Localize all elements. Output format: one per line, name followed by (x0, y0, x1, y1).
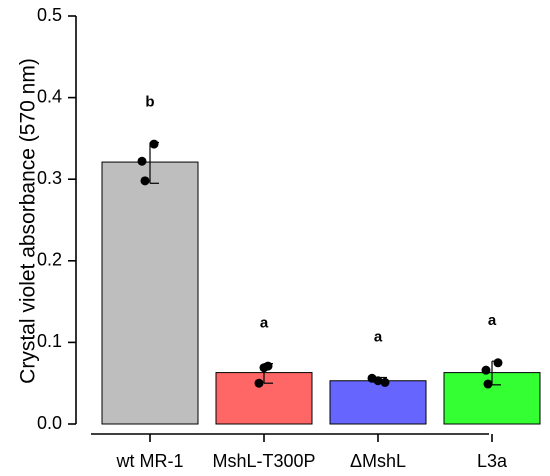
significance-letter: a (374, 328, 383, 345)
y-axis: 0.0 0.1 0.2 0.3 0.4 0.5 (37, 5, 77, 433)
x-tick-label: L3a (477, 451, 508, 471)
data-point (254, 378, 264, 388)
data-point (259, 363, 269, 373)
bar (101, 161, 199, 425)
bar (329, 380, 427, 425)
data-point (137, 156, 147, 166)
data-point (373, 376, 383, 386)
x-tick-label: ΔMshL (350, 451, 406, 471)
significance-letters-group: b a a a (145, 93, 496, 345)
data-point (483, 379, 493, 389)
data-point (481, 365, 491, 375)
y-tick-label: 0.4 (37, 86, 62, 106)
y-tick-label: 0.5 (37, 5, 62, 25)
x-tick-label: MshL-T300P (212, 451, 315, 471)
significance-letter: a (260, 315, 269, 332)
data-points-group (137, 139, 503, 389)
data-point (380, 377, 390, 387)
y-axis-label: Crystal violet absorbance (570 nm) (17, 58, 40, 384)
data-point (149, 139, 159, 149)
x-axis: wt MR-1 MshL-T300P ΔMshL L3a (91, 433, 508, 471)
error-bars-group (149, 141, 501, 386)
significance-letter: a (488, 312, 497, 329)
y-tick-label: 0.2 (37, 250, 62, 270)
y-tick-label: 0.1 (37, 331, 62, 351)
y-tick-label: 0.3 (37, 168, 62, 188)
data-point (140, 176, 150, 186)
data-point (493, 358, 503, 368)
x-tick-label: wt MR-1 (116, 451, 184, 471)
y-tick-label: 0.0 (37, 413, 62, 433)
significance-letter: b (145, 93, 154, 110)
bars-group (101, 161, 541, 425)
